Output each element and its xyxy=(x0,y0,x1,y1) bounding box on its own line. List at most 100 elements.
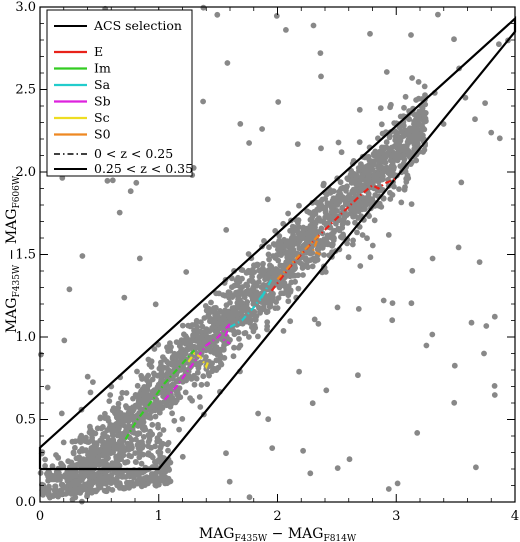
scatter-point xyxy=(213,367,220,373)
scatter-point xyxy=(278,268,285,275)
scatter-point xyxy=(52,487,59,494)
scatter-point xyxy=(246,269,253,276)
scatter-point xyxy=(244,282,251,289)
scatter-point xyxy=(193,327,200,333)
scatter-point xyxy=(171,417,178,424)
scatter-point xyxy=(287,240,294,246)
scatter-point xyxy=(118,395,124,402)
scatter-point xyxy=(168,391,174,398)
scatter-point xyxy=(168,360,175,367)
scatter-point xyxy=(237,121,244,127)
scatter-point xyxy=(214,310,221,317)
scatter-point xyxy=(236,298,243,305)
scatter-point xyxy=(191,344,198,351)
scatter-point xyxy=(87,389,94,396)
scatter-point xyxy=(370,179,376,186)
scatter-point xyxy=(83,434,89,441)
scatter-point xyxy=(110,449,116,456)
scatter-point xyxy=(136,255,143,262)
scatter-point xyxy=(269,445,276,451)
scatter-point xyxy=(422,117,429,124)
scatter-point xyxy=(311,316,318,323)
scatter-point xyxy=(421,83,428,90)
scatter-point xyxy=(246,278,253,284)
scatter-point xyxy=(362,202,369,209)
scatter-point xyxy=(152,407,159,414)
scatter-point xyxy=(472,116,478,123)
scatter-point xyxy=(451,362,458,369)
x-tick-label: 0 xyxy=(36,509,44,524)
scatter-point xyxy=(346,201,352,208)
scatter-point xyxy=(300,447,306,454)
scatter-point xyxy=(352,219,358,226)
scatter-point xyxy=(415,121,422,128)
scatter-point xyxy=(155,424,162,431)
scatter-point xyxy=(157,400,164,406)
scatter-point xyxy=(133,468,139,475)
y-tick-label: 0.0 xyxy=(15,495,36,510)
scatter-point xyxy=(226,478,233,485)
scatter-point xyxy=(265,251,272,258)
scatter-point xyxy=(231,344,237,351)
scatter-point xyxy=(309,250,316,256)
scatter-point xyxy=(283,27,289,33)
scatter-point xyxy=(194,369,201,376)
scatter-point xyxy=(377,105,384,111)
scatter-point xyxy=(318,225,325,232)
scatter-point xyxy=(213,338,220,344)
legend-label-sc: Sc xyxy=(94,110,110,125)
scatter-point xyxy=(186,342,193,348)
scatter-point xyxy=(133,179,140,186)
scatter-point xyxy=(246,140,253,146)
scatter-point xyxy=(275,295,282,301)
scatter-point xyxy=(86,474,93,481)
scatter-point xyxy=(266,256,272,263)
scatter-point xyxy=(208,299,214,306)
y-axis-label: MAGF435W − MAGF606W xyxy=(4,175,22,333)
scatter-point xyxy=(136,430,143,437)
x-tick-label: 1 xyxy=(155,509,163,524)
scatter-point xyxy=(387,189,393,196)
scatter-point xyxy=(409,127,416,133)
scatter-point xyxy=(58,410,65,417)
scatter-point xyxy=(385,486,392,492)
scatter-point xyxy=(292,278,298,285)
scatter-point xyxy=(383,139,390,146)
scatter-point xyxy=(323,387,330,394)
scatter-point xyxy=(135,394,142,401)
scatter-point xyxy=(114,432,121,439)
scatter-point xyxy=(127,188,134,195)
scatter-point xyxy=(398,199,405,206)
scatter-point xyxy=(122,474,129,480)
scatter-point xyxy=(271,269,278,276)
legend-label-im: Im xyxy=(94,61,111,76)
scatter-point xyxy=(344,175,351,182)
scatter-point xyxy=(84,373,91,380)
scatter-point xyxy=(197,404,204,410)
scatter-point xyxy=(43,486,50,492)
scatter-point xyxy=(260,282,267,288)
scatter-point xyxy=(288,259,295,265)
scatter-point xyxy=(176,426,183,433)
scatter-point xyxy=(152,401,159,408)
scatter-point xyxy=(473,464,479,471)
scatter-point xyxy=(227,314,234,321)
scatter-point xyxy=(78,432,85,439)
scatter-point xyxy=(338,186,344,192)
scatter-point xyxy=(314,206,320,213)
scatter-point xyxy=(385,150,392,156)
scatter-point xyxy=(321,252,327,258)
scatter-point xyxy=(109,477,116,483)
scatter-point xyxy=(160,473,167,480)
scatter-point xyxy=(378,164,385,170)
scatter-point xyxy=(236,278,243,285)
legend-label-sb: Sb xyxy=(94,94,111,109)
y-axis-label-sub1: F435W xyxy=(12,264,22,297)
scatter-point xyxy=(104,441,111,447)
scatter-point xyxy=(185,322,192,329)
scatter-point xyxy=(218,361,225,368)
scatter-point xyxy=(380,145,386,152)
scatter-point xyxy=(309,400,316,407)
scatter-point xyxy=(104,177,111,184)
scatter-point xyxy=(154,372,161,379)
